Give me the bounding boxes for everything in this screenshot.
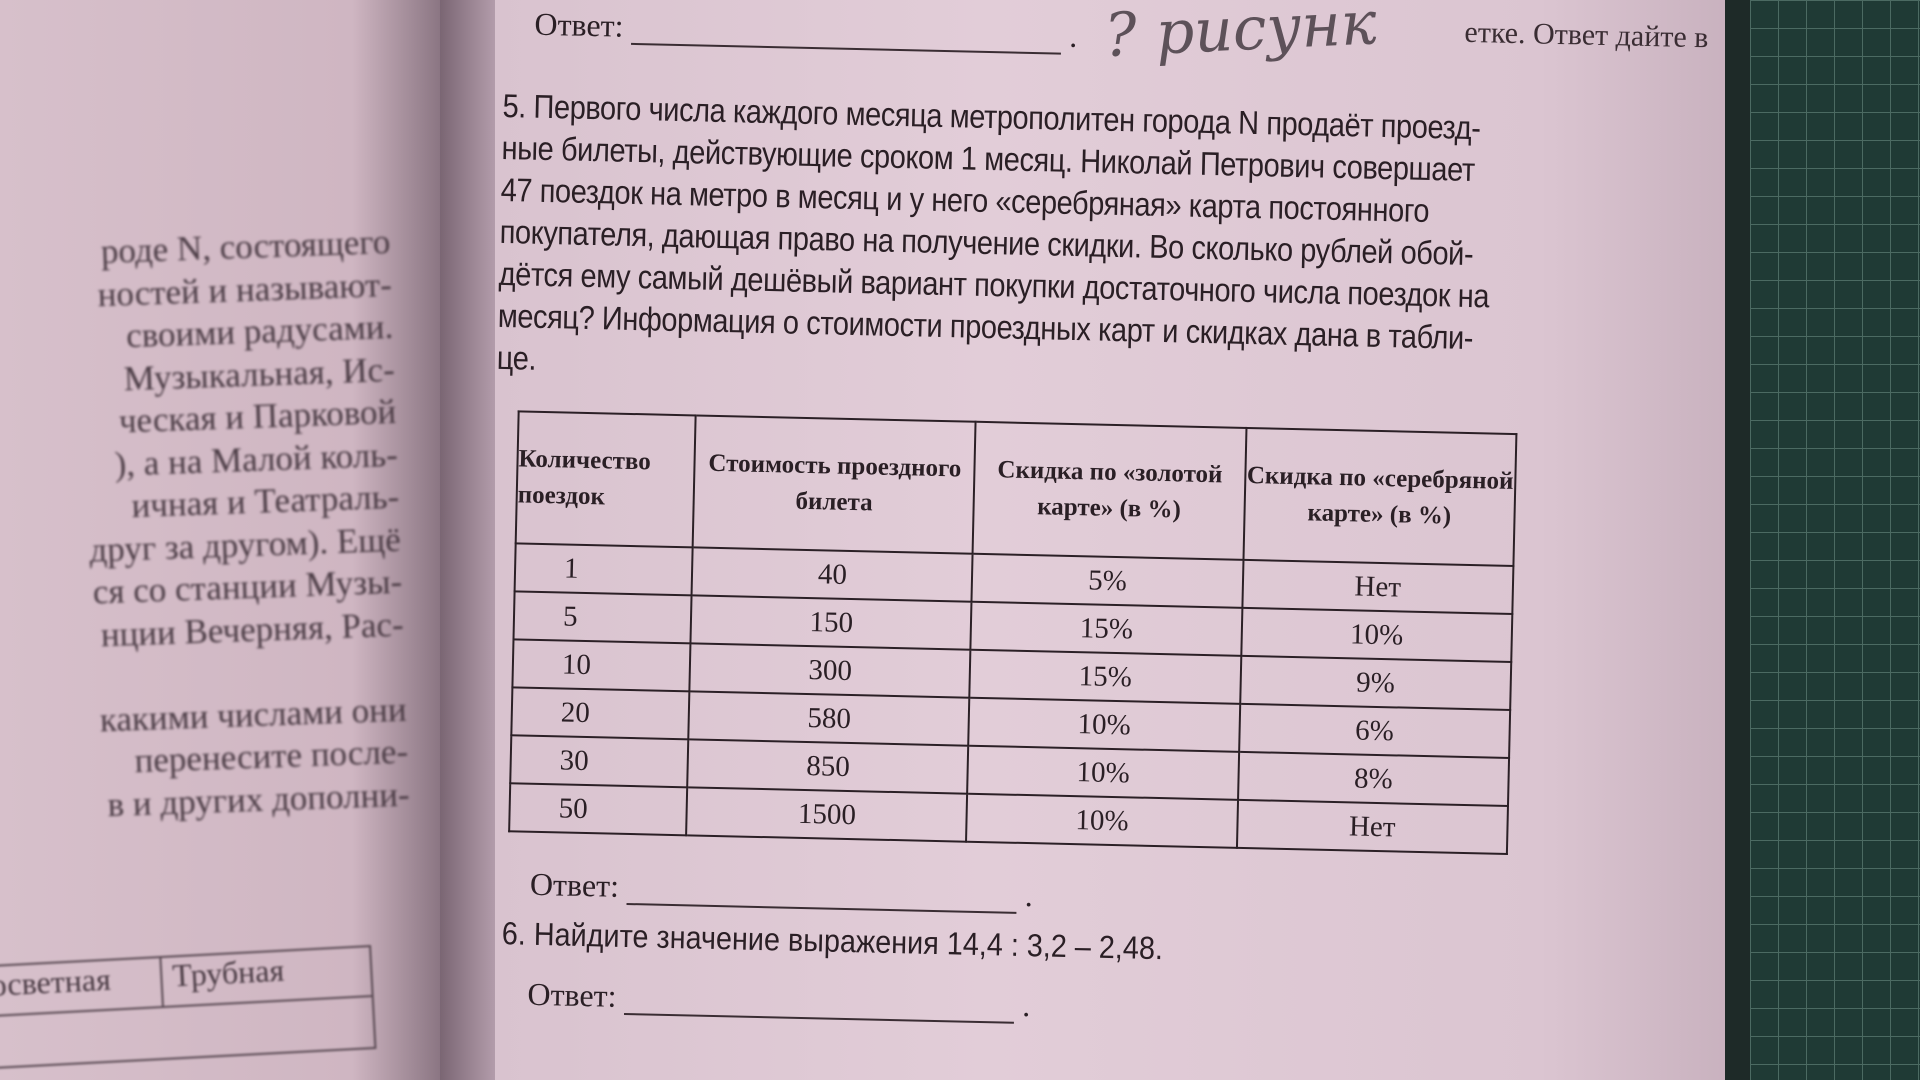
table-cell: 300 — [689, 643, 971, 698]
answer-label: Ответ: — [534, 5, 624, 44]
table-cell: 10% — [966, 793, 1238, 848]
left-page-text: роде N, состоящего ностей и называют-свои… — [0, 221, 410, 830]
table-cell: 50 — [509, 783, 688, 836]
column-header: Скидка по «серебряной карте» (в %) — [1243, 427, 1517, 567]
column-header: Скидка по «золотой карте» (в %) — [972, 421, 1247, 560]
table-cell: 1 — [514, 543, 694, 596]
table-cell: 9% — [1239, 655, 1512, 710]
table-cell: 580 — [688, 691, 970, 746]
column-header: Стоимость проездного билета — [693, 415, 976, 554]
table-cell: 30 — [510, 735, 689, 788]
table-cell: 5 — [513, 591, 692, 644]
table-cell: 10% — [967, 745, 1239, 800]
fare-table: Количество поездок Стоимость проездного б… — [508, 410, 1517, 855]
table-cell: 10% — [1240, 607, 1513, 662]
column-header: Количество поездок — [515, 411, 697, 548]
table-cell: 150 — [690, 595, 972, 650]
table-cell: Нет — [1242, 559, 1514, 615]
table-cell: 15% — [969, 649, 1241, 704]
right-page — [495, 0, 1725, 1080]
table-cell: Нет — [1236, 799, 1508, 854]
table-cell: 15% — [970, 601, 1243, 656]
table-cell: 40 — [691, 547, 973, 602]
cutting-mat — [1750, 0, 1920, 1080]
left-page: роде N, состоящего ностей и называют-свои… — [0, 0, 440, 1080]
table-cell: 8% — [1237, 751, 1510, 806]
table-cell: 10% — [968, 697, 1240, 752]
table-cell: 1500 — [686, 787, 968, 842]
table-cell: 850 — [687, 739, 969, 794]
answer-label: Ответ: — [527, 975, 617, 1014]
left-page-table: осветная Трубная — [0, 945, 377, 1069]
answer-label: Ответ: — [529, 865, 620, 904]
table-cell: 5% — [971, 553, 1244, 608]
table-cell: 20 — [511, 687, 690, 740]
previous-task-text: етке. Ответ дайте в — [1464, 15, 1709, 55]
book-gutter — [440, 0, 495, 1080]
task-5-text: 5. Первого числа каждого месяца метропол… — [496, 85, 1489, 400]
table-cell: 10 — [512, 639, 691, 692]
table-cell: 6% — [1238, 703, 1511, 758]
